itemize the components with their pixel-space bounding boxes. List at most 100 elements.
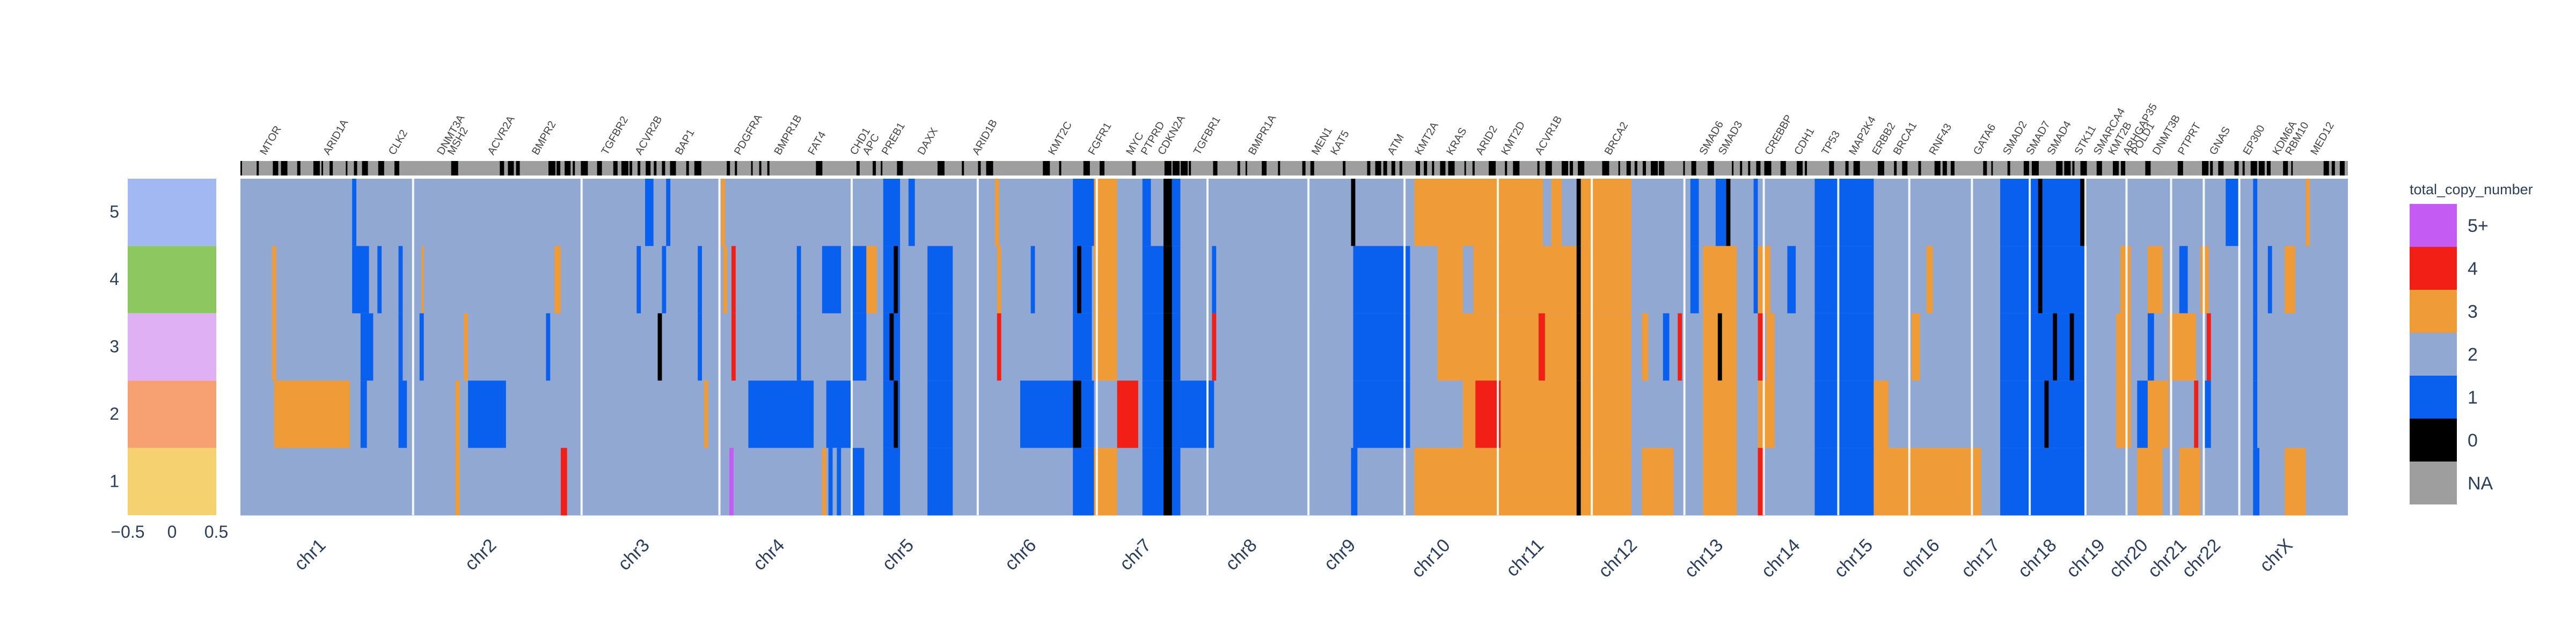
gene-track-mark <box>2145 161 2151 175</box>
copy-number-segment <box>1212 246 1217 314</box>
gene-label: BAP1 <box>673 127 697 157</box>
copy-number-segment <box>1814 179 1874 246</box>
gene-track-mark <box>670 161 676 175</box>
copy-number-segment <box>1814 380 1874 449</box>
copy-number-segment <box>1874 448 1981 516</box>
gene-track-mark <box>1343 161 1346 175</box>
copy-number-segment <box>1753 246 1758 314</box>
gene-track-mark <box>1375 161 1381 175</box>
copy-number-segment <box>1117 380 1138 449</box>
copy-number-segment <box>398 313 403 381</box>
legend-swatch <box>2410 419 2457 462</box>
copy-number-segment <box>927 380 953 449</box>
copy-number-segment <box>1163 246 1172 314</box>
copy-number-segment <box>2253 448 2260 516</box>
gene-label: RNF43 <box>1927 122 1955 157</box>
gene-label: TGFBR2 <box>599 114 631 157</box>
chromosome-boundary <box>1683 179 1686 515</box>
gene-track-mark <box>1877 161 1884 175</box>
copy-number-segment <box>1715 179 1726 246</box>
gene-track-mark <box>1172 161 1180 175</box>
copy-number-segment <box>2226 179 2238 246</box>
chromosome-boundary <box>1496 179 1499 515</box>
copy-number-segment <box>894 380 898 449</box>
chromosome-label: chr20 <box>2105 535 2152 582</box>
gene-track-mark <box>1043 161 1050 175</box>
copy-number-segment <box>908 179 915 246</box>
gene-label: PDGFRA <box>732 112 765 157</box>
gene-track-mark <box>1950 161 1955 175</box>
legend-swatch <box>2410 204 2457 247</box>
copy-number-segment <box>1351 448 1358 516</box>
copy-number-segment <box>1081 380 1094 449</box>
copy-number-segment <box>1717 313 1722 381</box>
gene-track-mark <box>1780 161 1786 175</box>
sample-strip-y-tick: 2 <box>109 404 119 423</box>
copy-number-segment <box>1414 448 1631 516</box>
gene-track-mark <box>2112 161 2119 175</box>
copy-number-segment <box>2116 380 2131 449</box>
chromosome-boundary <box>1307 179 1310 515</box>
legend-items: 5+ 4 3 2 1 0 NA <box>2410 204 2493 504</box>
gene-track-mark <box>2031 161 2039 175</box>
chromosome-boundary <box>1206 179 1209 515</box>
gene-label: GNAS <box>2207 125 2233 157</box>
copy-number-segment <box>704 380 708 449</box>
gene-track-mark <box>2283 161 2288 175</box>
chromosome-boundary <box>2238 179 2241 515</box>
chromosome-boundary <box>2202 179 2205 515</box>
gene-label: KMT2D <box>1499 120 1527 157</box>
copy-number-segment <box>1353 246 1410 314</box>
copy-number-segment <box>1437 380 1631 449</box>
copy-number-segment <box>1576 380 1581 449</box>
gene-track-mark <box>1764 161 1772 175</box>
copy-number-segment <box>796 246 801 314</box>
gene-label: CLK2 <box>386 128 410 157</box>
copy-number-segment <box>1475 380 1501 449</box>
gene-label: ARID1A <box>321 117 351 157</box>
legend-swatch <box>2410 462 2457 504</box>
gene-track-mark <box>1513 161 1520 175</box>
gene-track-mark <box>378 161 384 175</box>
chromosome-label: chr4 <box>749 535 789 575</box>
copy-number-segment <box>1758 448 1765 516</box>
gene-track-mark <box>330 161 333 175</box>
copy-number-segment <box>2253 313 2258 381</box>
copy-number-segment <box>2204 380 2211 449</box>
copy-number-segment <box>828 448 833 516</box>
copy-number-segment <box>1690 179 1699 246</box>
copy-number-segment <box>1576 313 1581 381</box>
gene-track-mark <box>1302 161 1306 175</box>
chromosome-boundary <box>1403 179 1406 515</box>
legend-label: 3 <box>2468 302 2478 322</box>
copy-number-segment <box>894 246 898 314</box>
copy-number-segment <box>1142 313 1181 381</box>
gene-track-mark <box>362 161 368 175</box>
gene-track-mark <box>1262 161 1267 175</box>
chromosome-label: chr8 <box>1221 535 1261 575</box>
copy-number-segment <box>1578 179 1631 246</box>
copy-number-segment <box>2069 313 2074 381</box>
gene-label: CDH1 <box>1792 126 1817 157</box>
copy-number-segment <box>1163 448 1172 516</box>
chromosome-label: chr9 <box>1320 535 1360 575</box>
chromosome-label: chr2 <box>461 535 501 575</box>
gene-label: ACVR1B <box>1533 114 1564 157</box>
gene-label: BMPR2 <box>530 119 559 157</box>
copy-number-segment <box>1437 380 1463 449</box>
copy-number-segment <box>377 246 382 314</box>
gene-track-mark <box>1383 161 1387 175</box>
sample-strip-y-tick: 4 <box>109 269 119 289</box>
copy-number-segment <box>866 246 877 314</box>
gene-track-mark <box>1310 161 1314 175</box>
gene-track-mark <box>654 161 657 175</box>
copy-number-segment <box>2137 380 2148 449</box>
gene-label: FGFR1 <box>1086 121 1114 157</box>
gene-track-mark <box>1829 161 1834 175</box>
gene-track-mark <box>394 161 399 175</box>
gene-track-mark <box>2218 161 2224 175</box>
copy-number-segment <box>2306 179 2310 246</box>
copy-number-segment <box>1678 313 1682 381</box>
copy-number-segment <box>927 246 953 314</box>
gene-track-mark <box>573 161 575 175</box>
